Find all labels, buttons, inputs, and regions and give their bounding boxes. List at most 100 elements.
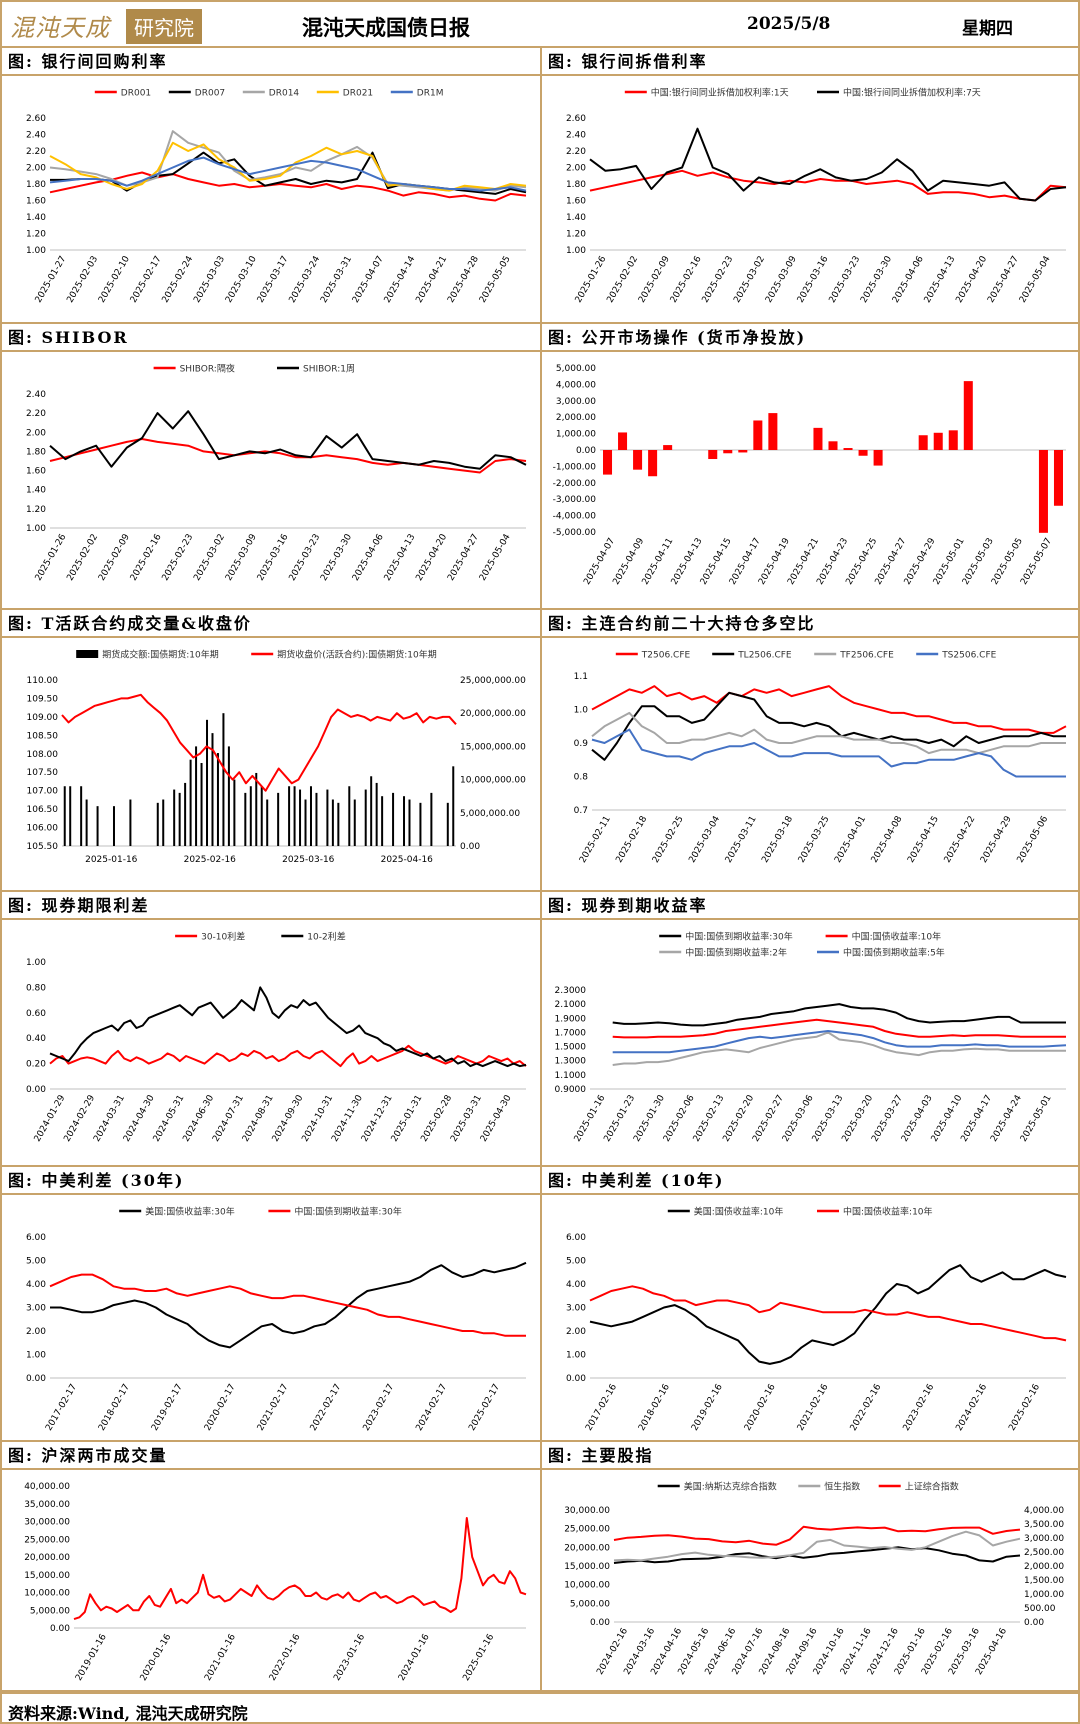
y-tick-label: 1.00 xyxy=(26,1351,46,1361)
legend-label: TS2506.CFE xyxy=(941,651,996,661)
series-line xyxy=(591,728,1066,778)
bar xyxy=(918,435,928,450)
x-tick-label: 2024-08-31 xyxy=(241,1094,276,1144)
x-tick-label: 2025-04-27 xyxy=(446,533,481,583)
bar xyxy=(768,413,778,450)
x-tick-label: 2025-04-27 xyxy=(986,255,1021,305)
x-tick-label: 2025-03-16 xyxy=(796,254,831,305)
x-tick-label: 2025-02-02 xyxy=(605,255,640,305)
x-tick-label: 2025-02-28 xyxy=(419,1093,454,1144)
volume-bar xyxy=(206,719,209,846)
y-tick-label: 0.00 xyxy=(50,1624,70,1634)
x-tick-label: 2025-01-26 xyxy=(34,532,69,583)
x-tick-label: 2018-02-16 xyxy=(637,1382,672,1433)
legend-label: 美国:国债收益率:30年 xyxy=(145,1206,235,1218)
x-tick-label: 2017-02-17 xyxy=(44,1383,79,1433)
y-tick-label: 2.40 xyxy=(26,131,46,141)
bar xyxy=(1038,450,1048,533)
x-tick-label: 2025-01-16 xyxy=(85,855,138,865)
y-tick-label: 6.00 xyxy=(566,1233,586,1243)
x-tick-label: 2025-02-09 xyxy=(637,254,672,305)
report-date: 2025/5/8 xyxy=(747,14,831,34)
y-tick-label: 2.00 xyxy=(566,1327,586,1337)
x-tick-label: 2024-12-31 xyxy=(360,1094,395,1144)
volume-bar xyxy=(392,792,395,846)
y-tick-label: 5,000.00 xyxy=(556,364,596,374)
y-tick-label: 1.40 xyxy=(26,213,46,223)
y-tick-label: 0.60 xyxy=(26,1009,46,1019)
x-tick-label: 2020-02-16 xyxy=(743,1382,778,1433)
x-tick-label: 2025-02-20 xyxy=(721,1093,756,1144)
x-tick-label: 2025-05-07 xyxy=(1019,537,1054,587)
series-line xyxy=(591,711,1066,755)
volume-bar xyxy=(419,802,422,846)
report-header: 混沌天成 研究院 混沌天成国债日报 2025/5/8 星期四 xyxy=(2,2,1080,48)
y-tick-label: 0.00 xyxy=(590,1618,610,1628)
y-tick-label: 1.00 xyxy=(26,524,46,534)
x-tick-label: 2025-05-04 xyxy=(478,532,513,583)
x-tick-label: 2025-05-01 xyxy=(1019,1094,1054,1144)
x-tick-label: 2024-10-31 xyxy=(300,1094,335,1144)
x-tick-label: 2025-03-23 xyxy=(828,255,863,305)
volume-bar xyxy=(430,792,433,846)
volume-bar xyxy=(309,786,312,846)
x-tick-label: 2025-04-21 xyxy=(414,255,449,305)
source-note: 资料来源:Wind, 混沌天成研究院 xyxy=(8,1704,248,1723)
x-tick-label: 2025-04-30 xyxy=(479,1093,514,1144)
y-tick-label: -1,000.00 xyxy=(553,462,597,472)
x-tick-label: 2025-02-02 xyxy=(65,533,100,583)
bar xyxy=(963,381,973,450)
chart-svg: 105.50 106.00 106.50 107.00 107.50 108.00 108.… xyxy=(27,649,527,866)
x-tick-label: 2024-03-31 xyxy=(92,1094,127,1144)
chart-title: 图: 公开市场操作 (货币净投放) xyxy=(542,324,1080,352)
x-tick-label: 2025-01-16 xyxy=(573,1093,608,1144)
legend-label: 中国:国债到期收益率:30年 xyxy=(294,1206,402,1218)
x-tick-label: 2025-04-17 xyxy=(959,1094,994,1144)
volume-bar xyxy=(375,782,378,846)
y-tick-label: 107.50 xyxy=(27,768,59,778)
legend-label: DR014 xyxy=(269,89,300,99)
x-tick-label: 2020-02-17 xyxy=(203,1383,238,1433)
x-tick-label: 2025-02-13 xyxy=(692,1094,727,1144)
y-tick-label: 3,000.00 xyxy=(556,397,596,407)
y-tick-label: 0.9000 xyxy=(555,1085,587,1095)
series-line xyxy=(589,1264,1067,1365)
x-tick-label: 2025-04-06 xyxy=(351,532,386,583)
volume-bar xyxy=(446,802,449,846)
x-tick-label: 2025-04-08 xyxy=(870,814,905,865)
x-tick-label: 2025-05-06 xyxy=(1016,814,1051,865)
chart-svg: 0.00 1.00 2.00 3.00 4.00 5.00 6.00 2017-02-16 20… xyxy=(566,1206,1067,1433)
x-tick-label: 2025-04-16 xyxy=(381,855,434,865)
y-tick-label: 1.1000 xyxy=(555,1071,587,1081)
legend-swatch xyxy=(76,650,99,658)
x-tick-label: 2025-03-10 xyxy=(224,254,259,305)
x-tick-label: 2025-02-16 xyxy=(184,855,237,865)
chart-panel-12: 图: 主要股指 0.00 5,000.00 10,000.00 15,000.00 20,… xyxy=(542,1442,1080,1692)
y2-tick-label: 5,000,000.00 xyxy=(460,809,520,819)
y-tick-label: -2,000.00 xyxy=(553,479,597,489)
legend-label: 上证综合指数 xyxy=(905,1481,959,1493)
volume-bar xyxy=(277,792,280,846)
volume-bar xyxy=(408,799,411,846)
chart-panel-3: 图: SHIBOR 1.00 1.20 1.40 1.60 1.80 2.00 2.20 2.4… xyxy=(2,324,542,610)
x-tick-label: 2017-02-16 xyxy=(584,1382,619,1433)
x-tick-label: 2024-02-16 xyxy=(954,1382,989,1433)
volume-bar xyxy=(63,786,66,846)
x-tick-label: 2024-11-30 xyxy=(330,1093,365,1144)
volume-bar xyxy=(255,772,258,846)
x-tick-label: 2019-02-17 xyxy=(150,1383,185,1433)
legend-label: T2506.CFE xyxy=(641,651,691,661)
y2-tick-label: 20,000,000.00 xyxy=(460,709,526,719)
chart-panel-4: 图: 公开市场操作 (货币净投放) -5,000.00 -4,000.00 -3,00… xyxy=(542,324,1080,610)
x-tick-label: 2025-03-18 xyxy=(760,814,795,865)
x-tick-label: 2025-02-16 xyxy=(129,532,164,583)
volume-bar xyxy=(227,746,230,846)
y-tick-label: 109.00 xyxy=(27,713,59,723)
series-line xyxy=(612,1003,1066,1027)
x-tick-label: 2023-02-16 xyxy=(902,1382,937,1433)
volume-bar xyxy=(304,799,307,846)
volume-bar xyxy=(244,792,247,846)
y-tick-label: 1.60 xyxy=(566,197,586,207)
series-line xyxy=(612,1030,1067,1054)
x-tick-label: 2025-04-13 xyxy=(923,255,958,305)
